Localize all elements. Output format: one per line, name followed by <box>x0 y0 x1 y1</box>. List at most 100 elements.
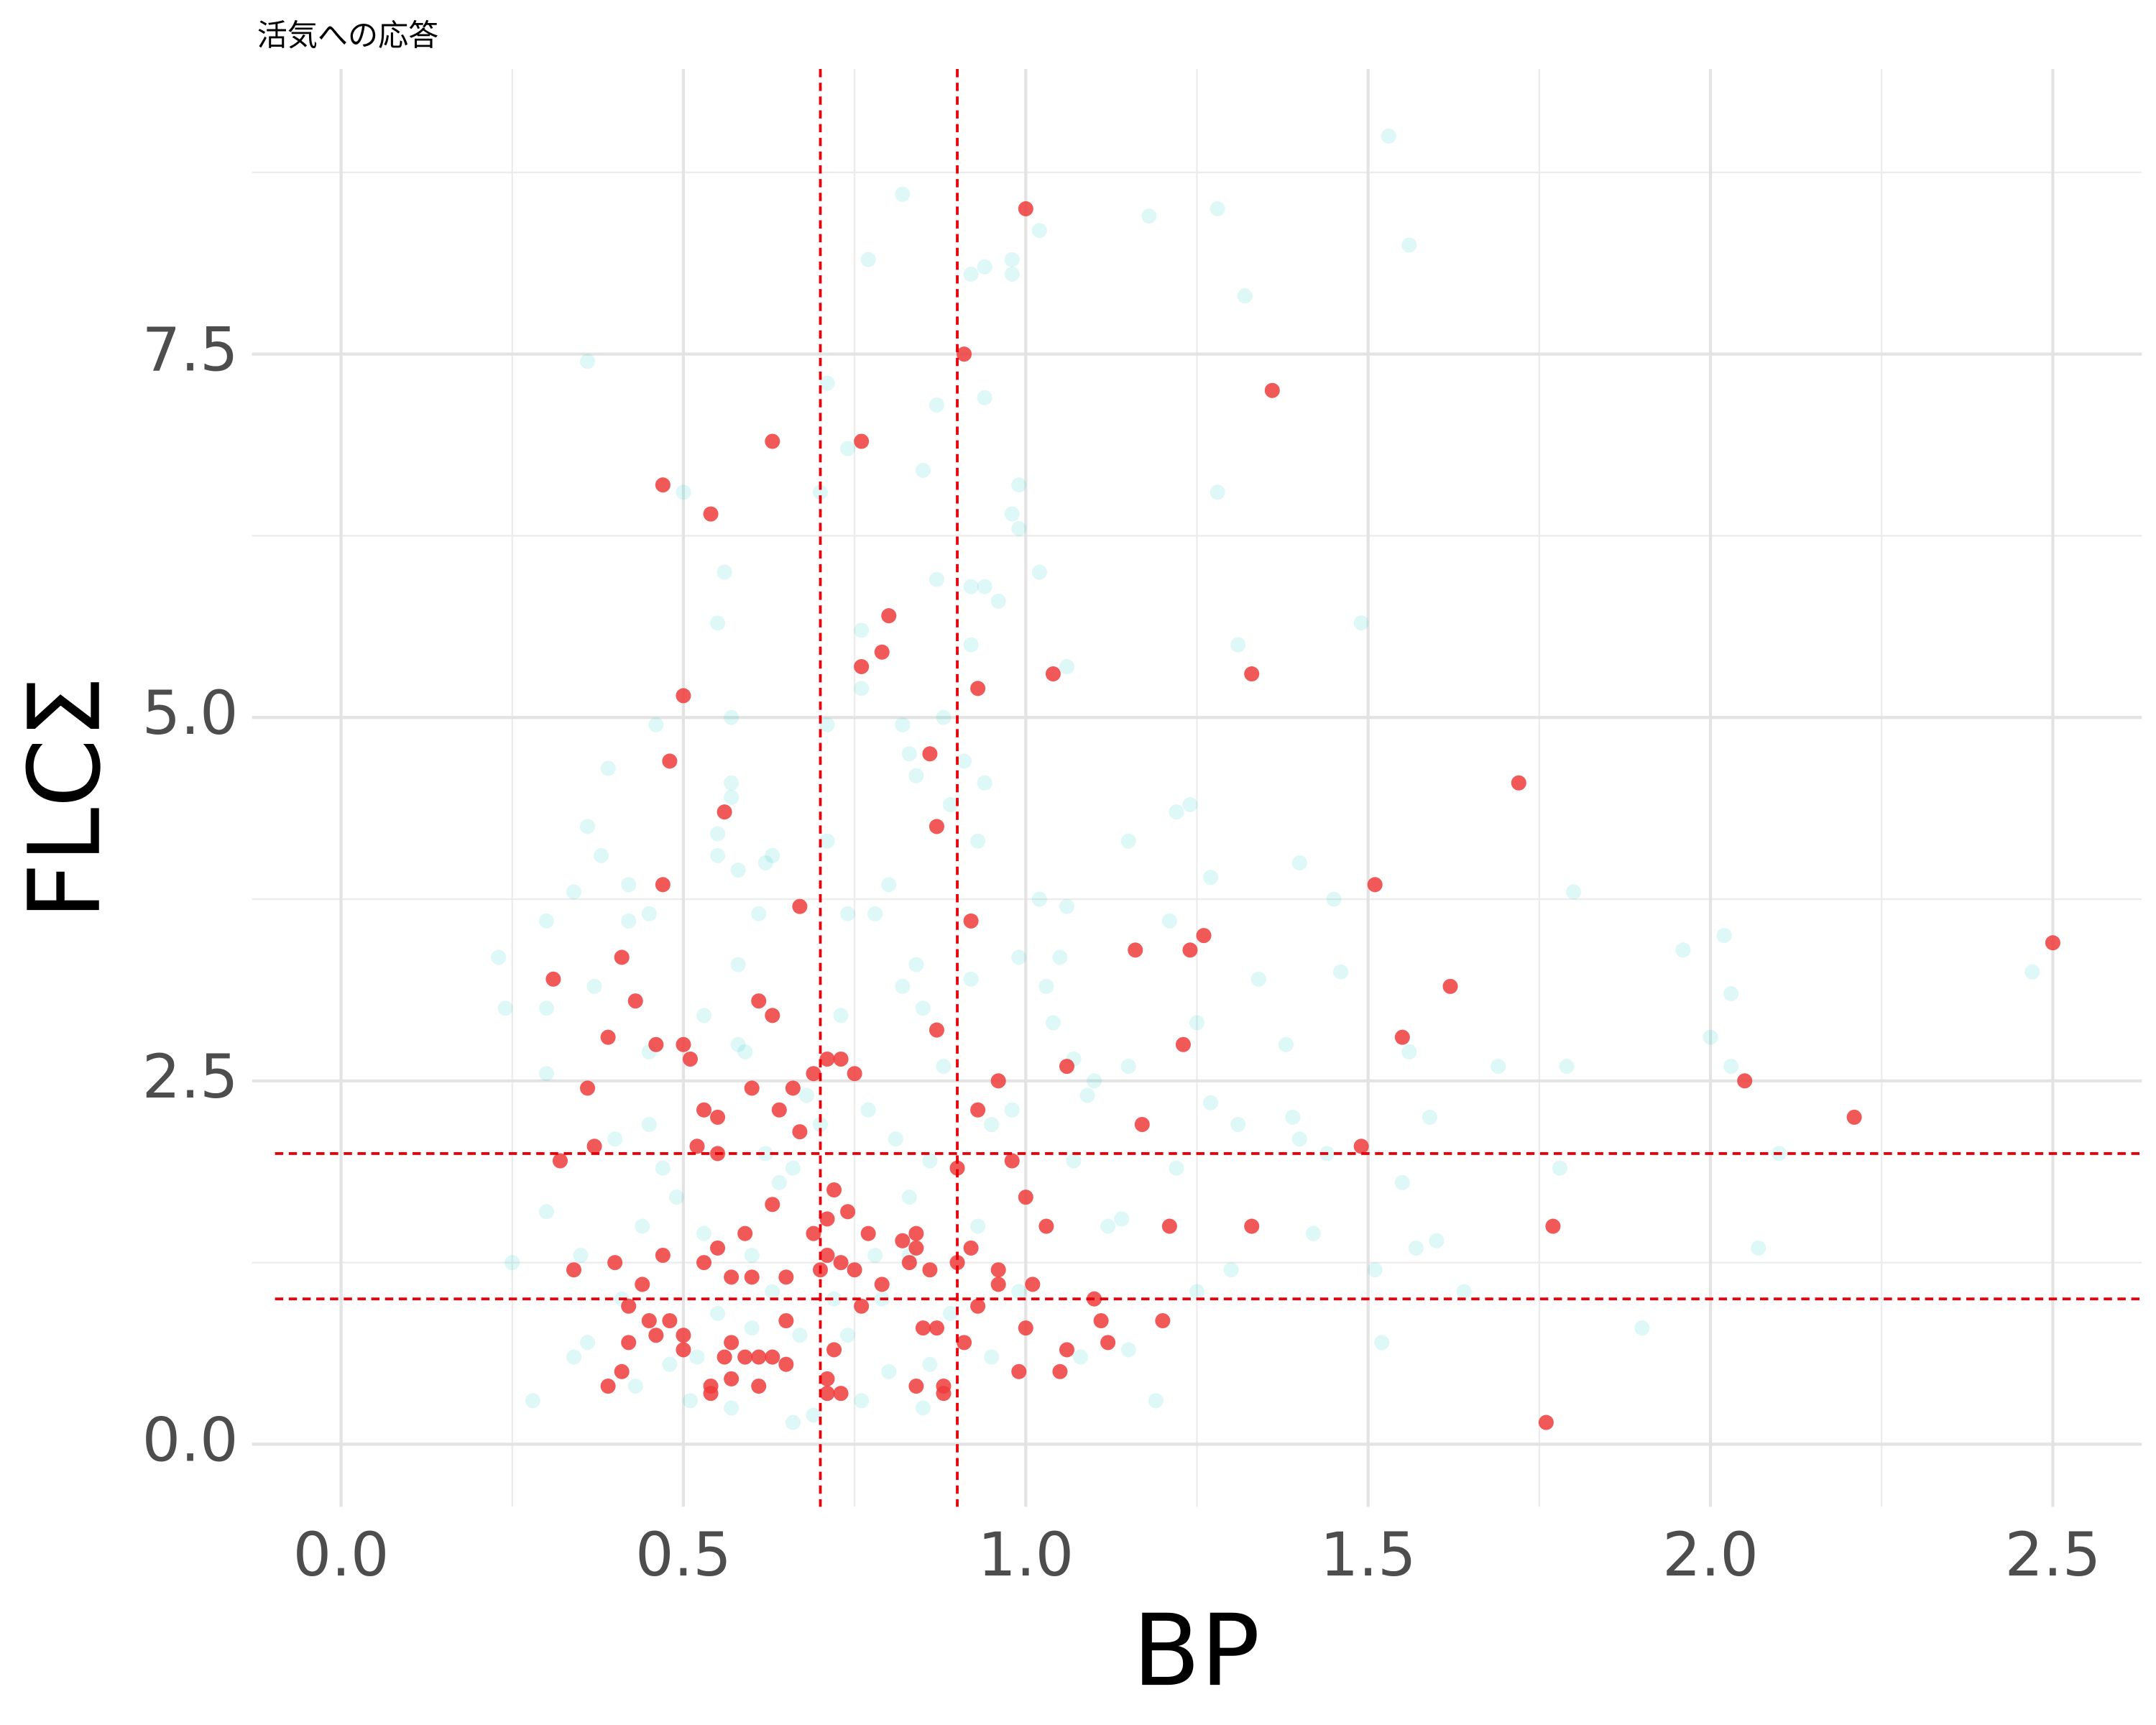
point <box>1120 1059 1136 1075</box>
y-tick-label: 7.5 <box>142 315 239 385</box>
point <box>538 913 554 929</box>
point <box>1374 1335 1390 1351</box>
point <box>874 1276 890 1292</box>
point <box>1538 1414 1554 1430</box>
point <box>1394 1029 1410 1045</box>
point <box>1230 637 1246 653</box>
point <box>724 775 740 791</box>
point <box>819 1247 835 1264</box>
point <box>854 1298 870 1314</box>
point <box>771 1174 787 1190</box>
point <box>710 847 726 863</box>
point <box>765 1008 780 1024</box>
point <box>949 1160 965 1176</box>
point <box>963 637 979 653</box>
point <box>840 1328 856 1343</box>
point <box>668 1190 684 1205</box>
point <box>1004 506 1020 522</box>
point <box>922 1262 938 1278</box>
point <box>908 1378 924 1394</box>
point <box>737 1225 753 1241</box>
point <box>1401 1044 1417 1059</box>
point <box>627 993 643 1009</box>
point <box>1128 942 1143 958</box>
point <box>765 433 780 449</box>
point <box>566 884 582 900</box>
point <box>552 1153 568 1169</box>
point <box>942 1305 959 1321</box>
point <box>1559 1059 1575 1075</box>
point <box>1093 1312 1109 1329</box>
point <box>505 1255 520 1271</box>
point <box>751 1378 767 1394</box>
point <box>1011 477 1027 493</box>
point <box>1141 208 1157 224</box>
point <box>963 266 979 282</box>
point <box>895 1233 911 1248</box>
point <box>689 1138 705 1154</box>
point <box>833 1386 849 1402</box>
point <box>895 978 911 994</box>
point <box>1182 797 1198 813</box>
point <box>792 1124 808 1140</box>
point <box>710 1109 726 1125</box>
point <box>1565 884 1582 900</box>
point <box>874 644 890 660</box>
point <box>573 1247 589 1264</box>
y-tick-label: 2.5 <box>142 1041 239 1112</box>
point <box>812 1116 829 1133</box>
point <box>840 906 856 921</box>
point <box>1066 1153 1082 1169</box>
point <box>1148 1393 1164 1409</box>
point <box>1703 1029 1718 1045</box>
point <box>757 1146 773 1162</box>
point <box>538 1204 554 1220</box>
point <box>1264 382 1280 398</box>
point <box>724 709 740 725</box>
point <box>785 1080 801 1096</box>
point <box>1210 201 1225 216</box>
point <box>538 1000 554 1016</box>
point <box>580 1335 596 1351</box>
point <box>833 1008 849 1024</box>
point <box>901 1190 917 1205</box>
x-tick-label: 2.0 <box>1662 1519 1759 1590</box>
point <box>854 433 870 449</box>
point <box>1031 223 1047 239</box>
point <box>915 1320 931 1336</box>
point <box>717 564 732 580</box>
point <box>566 1349 582 1365</box>
point <box>1011 1284 1027 1300</box>
point <box>580 819 596 834</box>
point <box>901 1255 917 1271</box>
point <box>1716 928 1732 944</box>
point <box>621 1298 637 1314</box>
point <box>1203 870 1219 886</box>
point <box>600 1029 616 1045</box>
point <box>1004 266 1020 282</box>
point <box>538 1066 554 1082</box>
point <box>1079 1087 1095 1103</box>
point <box>696 1225 712 1241</box>
point <box>627 1378 643 1394</box>
point <box>1456 1284 1472 1300</box>
point <box>703 1386 719 1402</box>
point <box>970 681 986 696</box>
point <box>1422 1109 1437 1125</box>
point <box>2045 935 2060 951</box>
x-tick-label: 1.0 <box>977 1519 1074 1590</box>
point <box>1196 928 1212 944</box>
point <box>1087 1073 1102 1089</box>
point <box>895 186 911 202</box>
point <box>751 1349 767 1365</box>
point <box>1675 942 1691 958</box>
point <box>984 1349 1000 1365</box>
point <box>819 375 835 391</box>
point <box>819 717 835 732</box>
point <box>854 681 870 696</box>
point <box>641 1312 657 1329</box>
point <box>1429 1233 1445 1248</box>
point <box>676 1036 691 1052</box>
point <box>1161 1218 1177 1234</box>
point <box>1052 1363 1068 1379</box>
